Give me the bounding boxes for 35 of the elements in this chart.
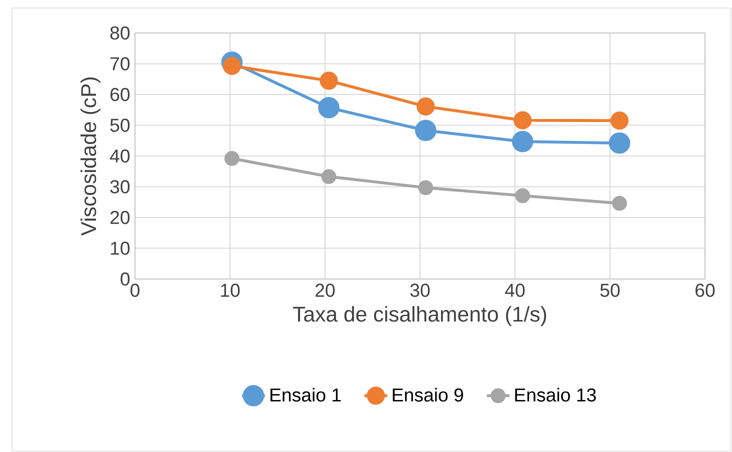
point [608, 132, 630, 154]
x-tick-label: 30 [410, 284, 430, 297]
point [418, 180, 434, 196]
legend-label: Ensaio 13 [515, 388, 596, 402]
point [610, 112, 629, 130]
point [515, 188, 530, 204]
x-tick-label: 60 [696, 284, 715, 297]
y-tick-label: 70 [110, 57, 130, 70]
y-tick-label: 0 [120, 272, 130, 286]
legend-label: Ensaio 9 [392, 388, 464, 402]
point [222, 56, 241, 75]
x-tick-label: 0 [130, 284, 140, 297]
legend-label: Ensaio 1 [270, 388, 341, 402]
point [514, 111, 532, 130]
point [321, 169, 336, 184]
point [512, 130, 534, 152]
y-tick-label: 10 [110, 242, 130, 255]
y-axis-title: Viscosidade (cP) [80, 78, 100, 236]
y-tick-label: 80 [110, 26, 130, 40]
y-tick-label: 20 [110, 210, 130, 224]
x-tick-label: 40 [505, 284, 525, 297]
point [415, 120, 436, 142]
x-axis-title: Taxa de cisalhamento (1/s) [293, 306, 546, 326]
x-tick-label: 10 [221, 284, 240, 297]
y-tick-label: 50 [110, 118, 130, 132]
x-tick-label: 20 [316, 284, 335, 297]
point [318, 97, 340, 118]
y-tick-label: 40 [110, 149, 130, 163]
point [416, 97, 435, 116]
point [612, 196, 627, 211]
y-tick-label: 60 [110, 88, 130, 102]
point [320, 72, 338, 90]
x-tick-label: 50 [600, 284, 620, 297]
y-tick-label: 30 [110, 180, 130, 194]
point [224, 150, 240, 166]
